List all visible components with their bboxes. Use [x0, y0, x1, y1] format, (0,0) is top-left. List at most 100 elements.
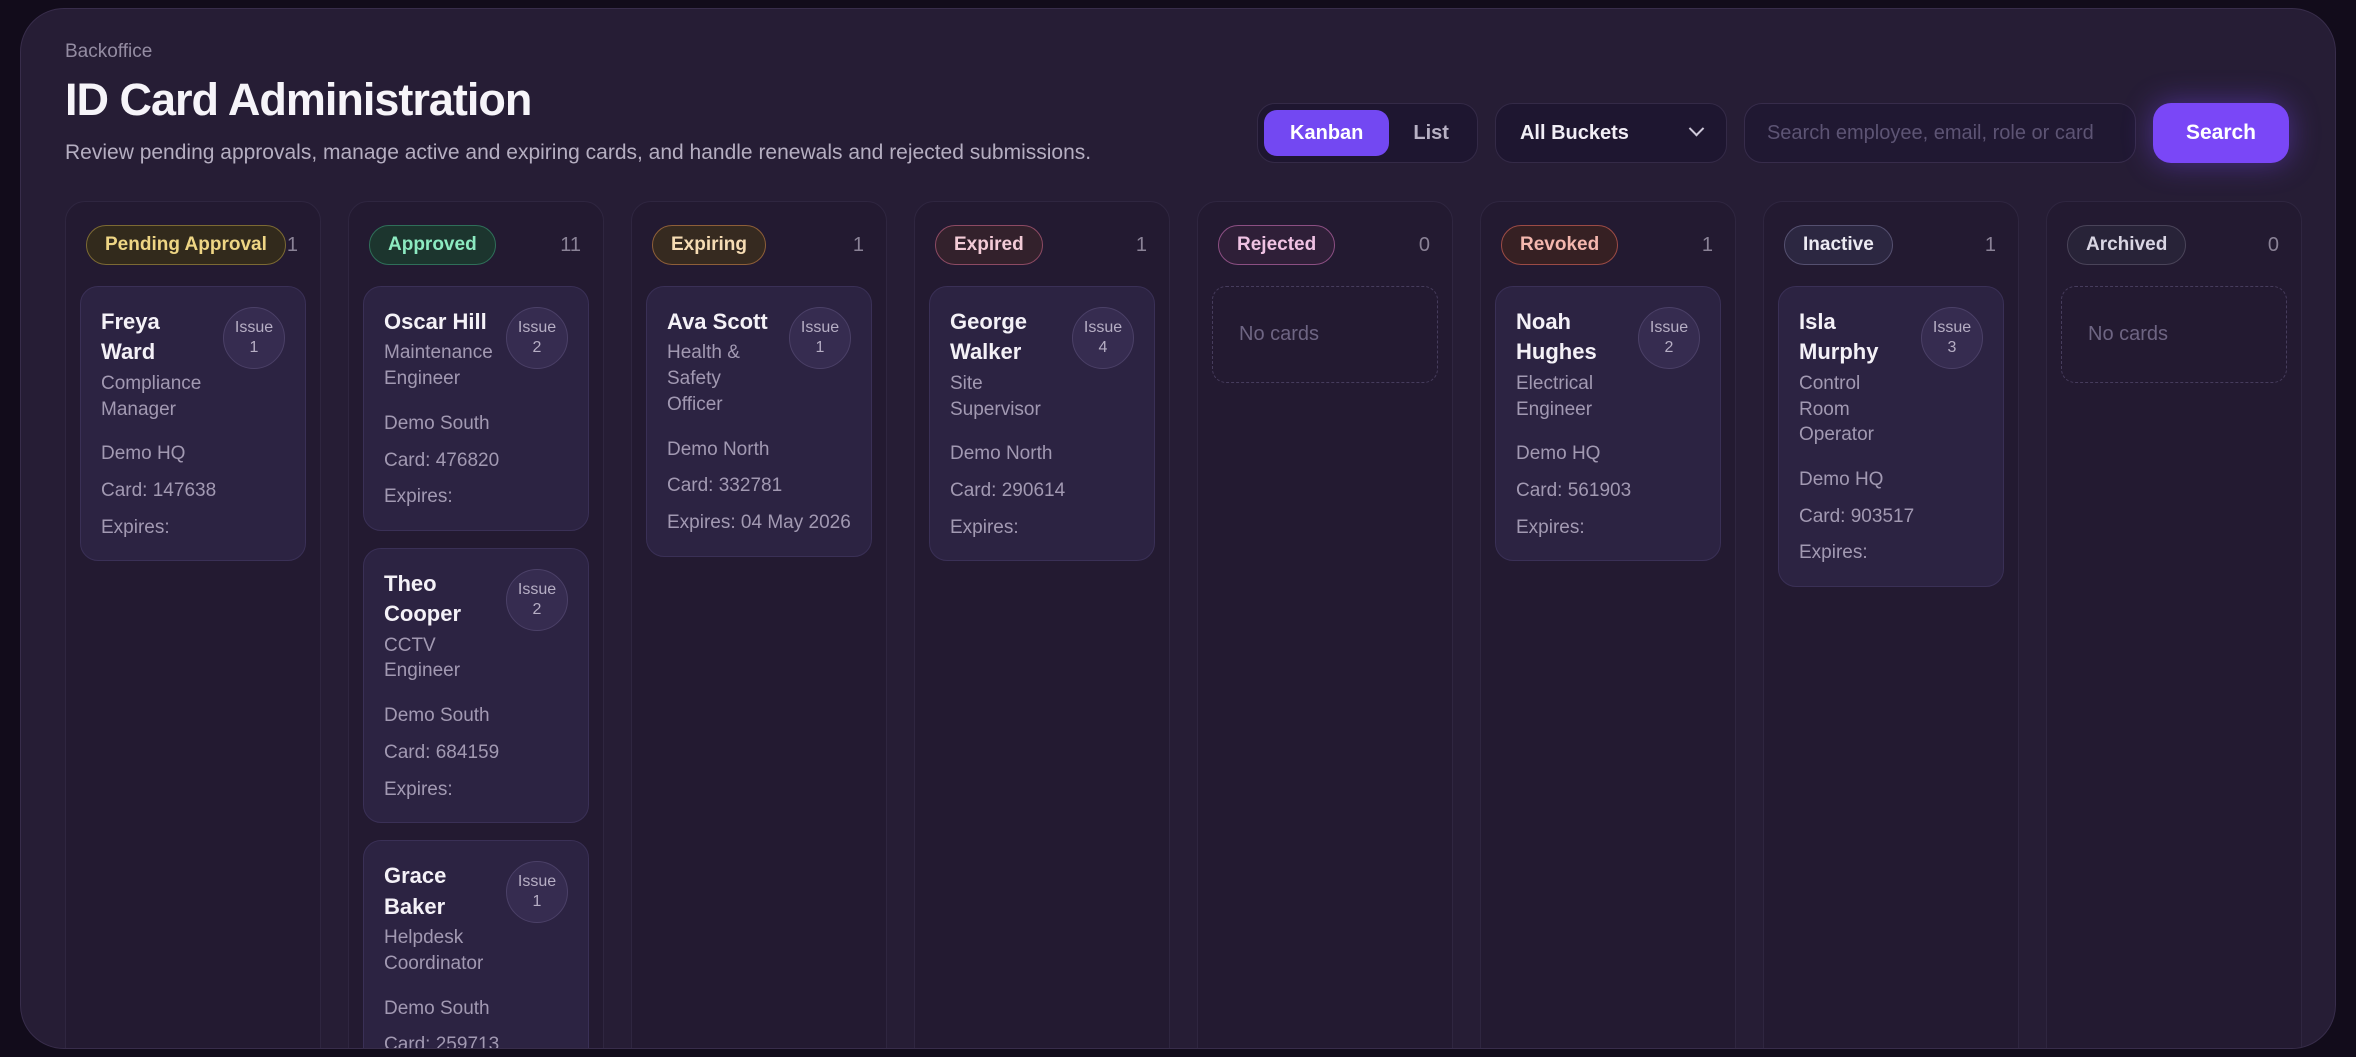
card-header-row: Isla Murphy Control Room Operator Issue 3 — [1799, 307, 1983, 448]
issue-badge-label: Issue — [1932, 319, 1972, 336]
site-name: Demo HQ — [1799, 469, 1884, 491]
kanban-card[interactable]: Grace Baker Helpdesk Coordinator Issue 1 Dem… — [363, 840, 589, 1048]
column-count: 11 — [560, 233, 581, 256]
column-count: 0 — [2267, 233, 2279, 256]
employee-name: Theo Cooper — [384, 570, 461, 627]
kanban-card[interactable]: Oscar Hill Maintenance Engineer Issue 2 Demo… — [363, 286, 589, 531]
site-name: Demo HQ — [1516, 443, 1601, 465]
toolbar: Kanban List All Buckets Search — [1257, 103, 2289, 163]
site-name: Demo South — [384, 413, 490, 435]
site-name: Demo North — [667, 438, 770, 460]
issue-badge-label: Issue — [517, 873, 557, 891]
card-meta: Demo HQ Card: 561903 Expires: — [1516, 441, 1700, 540]
card-header-row: Noah Hughes Electrical Engineer Issue 2 — [1516, 307, 1700, 422]
kanban-card[interactable]: Isla Murphy Control Room Operator Issue 3 De… — [1778, 286, 2004, 588]
status-badge: Inactive — [1784, 225, 1893, 265]
card-number: Card: 476820 — [384, 449, 500, 471]
column-header: Inactive 1 — [1778, 216, 2004, 286]
card-list: No cards — [1212, 286, 1438, 383]
employee-role: Control Room Operator — [1799, 372, 1874, 446]
issue-badge: Issue 1 — [223, 307, 285, 369]
employee-role: Health & Safety Officer — [667, 342, 740, 416]
employee-name: Freya Ward — [101, 309, 160, 365]
chevron-down-icon — [1688, 120, 1705, 136]
card-list: No cards — [2061, 286, 2287, 383]
card-meta: Demo North Card: 290614 Expires: — [950, 441, 1134, 540]
employee-name: Noah Hughes — [1516, 309, 1597, 365]
kanban-card[interactable]: Ava Scott Health & Safety Officer Issue 1 De… — [646, 286, 872, 557]
column-count: 1 — [852, 233, 864, 256]
column-header: Expired 1 — [929, 216, 1155, 286]
search-button[interactable]: Search — [2152, 103, 2289, 163]
employee-name: Oscar Hill — [384, 309, 487, 334]
card-name-role: Ava Scott Health & Safety Officer — [667, 307, 771, 418]
site-name: Demo South — [384, 705, 490, 727]
column-count: 1 — [286, 233, 298, 256]
card-header-row: Grace Baker Helpdesk Coordinator Issue 1 — [384, 861, 568, 976]
employee-name: Grace Baker — [384, 863, 447, 919]
search-input[interactable] — [1743, 103, 2136, 163]
card-meta: Demo HQ Card: 903517 Expires: — [1799, 467, 1983, 566]
expires-date: Expires: — [1516, 516, 1585, 538]
column-header: Revoked 1 — [1495, 216, 1721, 286]
expires-date: Expires: — [384, 486, 453, 508]
issue-badge-label: Issue — [517, 580, 557, 598]
card-number: Card: 561903 — [1516, 480, 1632, 502]
kanban-card[interactable]: Noah Hughes Electrical Engineer Issue 2 Demo… — [1495, 286, 1721, 562]
card-name-role: Freya Ward Compliance Manager — [101, 307, 205, 422]
employee-name: Ava Scott — [667, 309, 768, 334]
kanban-column-inactive: Inactive 1 Isla Murphy Control Room Operato… — [1763, 201, 2019, 1048]
kanban-column-pending-approval: Pending Approval 1 Freya Ward Compliance Ma… — [65, 201, 321, 1048]
card-list: Noah Hughes Electrical Engineer Issue 2 Demo… — [1495, 286, 1721, 562]
card-name-role: George Walker Site Supervisor — [950, 307, 1054, 422]
column-header: Expiring 1 — [646, 216, 872, 286]
status-badge: Archived — [2067, 225, 2187, 265]
kanban-column-expiring: Expiring 1 Ava Scott Health & Safety Office… — [631, 201, 887, 1048]
card-meta: Demo South Card: 684159 Expires: — [384, 703, 568, 802]
main-panel: Backoffice ID Card Administration Review… — [20, 8, 2336, 1049]
card-meta: Demo HQ Card: 147638 Expires: — [101, 441, 285, 540]
kanban-column-approved: Approved 11 Oscar Hill Maintenance Engineer… — [348, 201, 604, 1048]
empty-placeholder: No cards — [1212, 286, 1438, 383]
card-name-role: Theo Cooper CCTV Engineer — [384, 569, 488, 684]
bucket-filter-select[interactable]: All Buckets — [1494, 103, 1727, 163]
issue-badge: Issue 1 — [506, 861, 568, 924]
issue-badge: Issue 1 — [789, 307, 851, 369]
column-count: 1 — [1701, 233, 1713, 256]
status-badge: Rejected — [1218, 225, 1336, 265]
list-view-button[interactable]: List — [1413, 121, 1449, 144]
employee-role: Site Supervisor — [950, 372, 1041, 420]
card-header-row: Freya Ward Compliance Manager Issue 1 — [101, 307, 285, 422]
card-list: Oscar Hill Maintenance Engineer Issue 2 Demo… — [363, 286, 589, 1048]
card-name-role: Noah Hughes Electrical Engineer — [1516, 307, 1620, 422]
kanban-card[interactable]: Theo Cooper CCTV Engineer Issue 2 Demo South… — [363, 547, 589, 824]
kanban-card[interactable]: George Walker Site Supervisor Issue 4 Demo N… — [929, 286, 1155, 562]
column-count: 1 — [1984, 233, 1996, 256]
issue-badge-label: Issue — [234, 319, 274, 336]
card-number: Card: 332781 — [667, 475, 783, 497]
issue-badge-number: 2 — [532, 339, 542, 356]
issue-badge: Issue 3 — [1921, 307, 1983, 369]
employee-role: Electrical Engineer — [1516, 372, 1594, 420]
view-toggle: Kanban List — [1257, 103, 1478, 163]
card-header-row: George Walker Site Supervisor Issue 4 — [950, 307, 1134, 422]
issue-badge: Issue 2 — [1638, 307, 1700, 369]
expires-date: Expires: — [101, 516, 170, 538]
status-badge: Expiring — [652, 225, 767, 265]
kanban-column-rejected: Rejected 0 No cards — [1197, 201, 1453, 1048]
issue-badge: Issue 4 — [1072, 307, 1134, 369]
page-title: ID Card Administration — [65, 74, 532, 125]
card-meta: Demo South Card: 476820 Expires: — [384, 411, 568, 510]
expires-date: Expires: — [384, 778, 453, 800]
column-count: 0 — [1418, 233, 1430, 256]
kanban-view-button[interactable]: Kanban — [1264, 110, 1390, 156]
issue-badge-label: Issue — [800, 319, 840, 336]
issue-badge: Issue 2 — [506, 568, 568, 631]
kanban-card[interactable]: Freya Ward Compliance Manager Issue 1 Demo H… — [80, 286, 306, 562]
card-list: Isla Murphy Control Room Operator Issue 3 De… — [1778, 286, 2004, 588]
card-list: George Walker Site Supervisor Issue 4 Demo N… — [929, 286, 1155, 562]
employee-role: Maintenance Engineer — [384, 342, 493, 390]
issue-badge-label: Issue — [1083, 319, 1123, 336]
card-header-row: Theo Cooper CCTV Engineer Issue 2 — [384, 568, 568, 684]
